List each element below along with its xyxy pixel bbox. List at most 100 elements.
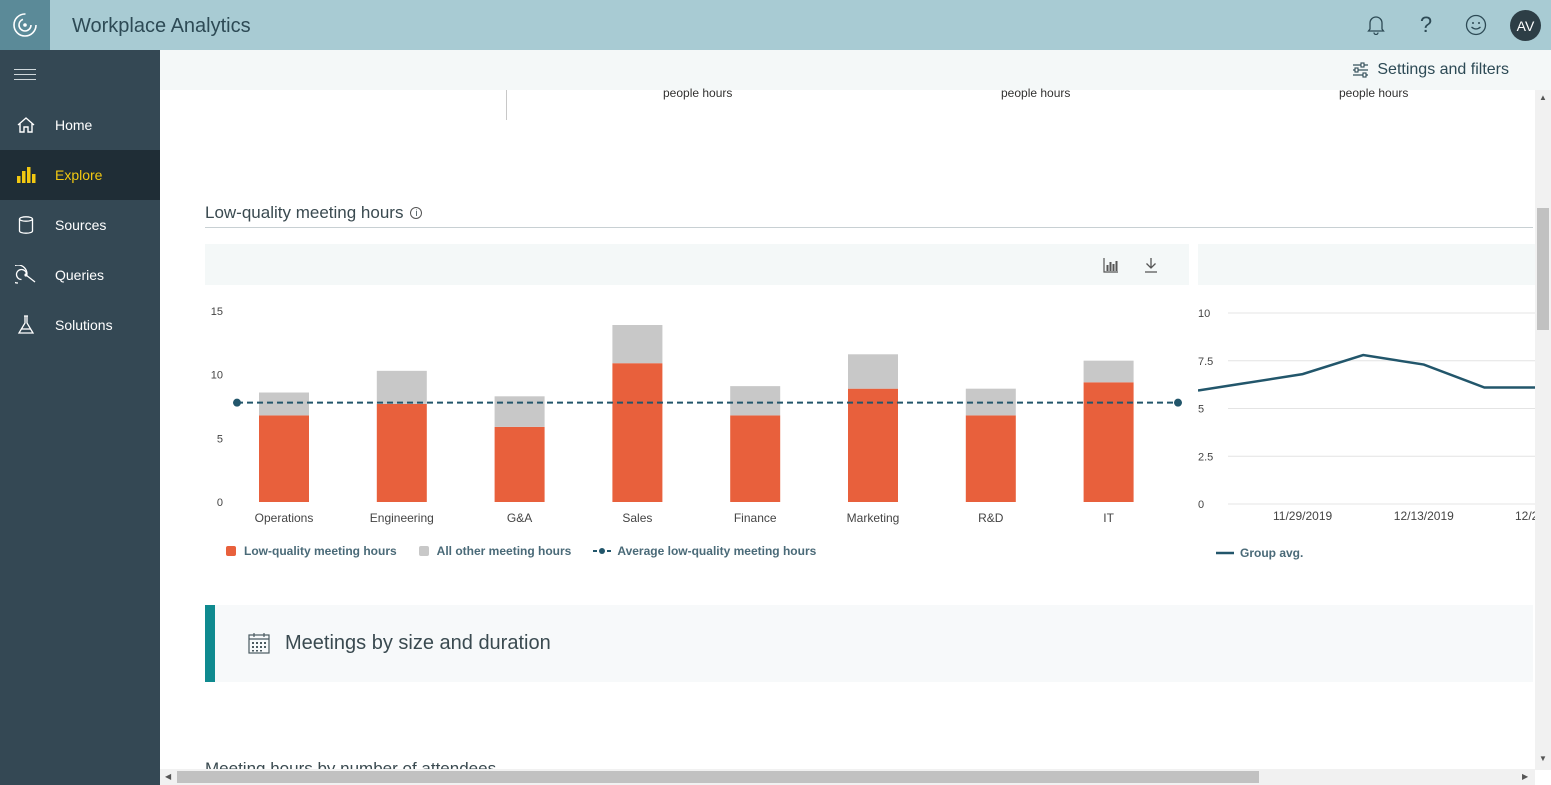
- legend-label-low-quality[interactable]: Low-quality meeting hours: [244, 544, 397, 558]
- bar-chart-card-header: [205, 244, 1189, 285]
- sidebar-item-label: Home: [55, 117, 93, 133]
- calendar-icon: [248, 633, 270, 654]
- horizontal-scroll-thumb[interactable]: [177, 771, 1259, 783]
- top-bar: Workplace Analytics ? AV: [0, 0, 1551, 50]
- y-tick-label: 7.5: [1198, 356, 1213, 368]
- settings-bar: Settings and filters: [160, 50, 1551, 90]
- x-tick-label: Sales: [622, 511, 652, 525]
- user-avatar[interactable]: AV: [1510, 10, 1541, 41]
- sidebar-item-solutions[interactable]: Solutions: [0, 300, 160, 350]
- app-logo[interactable]: [0, 0, 50, 50]
- bar-low-quality[interactable]: [730, 415, 781, 502]
- legend-swatch-other: [418, 546, 429, 556]
- low-quality-meeting-bar-chart: 0 5 10 15 Operations Engineering G&A Sales Fina…: [211, 306, 1182, 525]
- bar-other-meetings[interactable]: [1083, 360, 1134, 383]
- bar-chart-icon: [0, 166, 55, 184]
- bar-other-meetings[interactable]: [376, 370, 427, 404]
- y-tick-label: 0: [1198, 499, 1204, 511]
- settings-and-filters-button[interactable]: Settings and filters: [1352, 61, 1509, 79]
- database-icon: [0, 216, 55, 234]
- x-tick-label: 11/29/2019: [1273, 509, 1332, 523]
- legend-label-average[interactable]: Average low-quality meeting hours: [617, 544, 817, 558]
- y-tick-label: 15: [211, 306, 223, 318]
- home-icon: [0, 116, 55, 134]
- banner-accent-bar: [205, 605, 215, 682]
- help-question-icon[interactable]: ?: [1419, 12, 1433, 37]
- x-tick-label: R&D: [978, 511, 1004, 525]
- sidebar-item-label: Explore: [55, 167, 103, 183]
- bar-other-meetings[interactable]: [259, 392, 309, 416]
- y-tick-label: 0: [217, 497, 223, 509]
- average-point[interactable]: [1174, 398, 1182, 407]
- sidebar-item-explore[interactable]: Explore: [0, 150, 160, 200]
- chart-type-icon[interactable]: [1103, 257, 1119, 273]
- feedback-smiley-icon[interactable]: [1464, 13, 1488, 37]
- sidebar-item-sources[interactable]: Sources: [0, 200, 160, 250]
- summary-unit: people hours: [663, 86, 733, 100]
- legend-label-group-avg[interactable]: Group avg.: [1240, 546, 1304, 560]
- vertical-scrollbar[interactable]: ▲ ▼: [1535, 90, 1551, 770]
- sidebar-item-home[interactable]: Home: [0, 100, 160, 150]
- y-tick-label: 10: [211, 370, 223, 382]
- group-trend-line-chart: 0 2.5 5 7.5 10 11/29/2019 12/13/2019 12/27/201…: [1198, 308, 1535, 523]
- bar-other-meetings[interactable]: [494, 396, 545, 427]
- x-tick-label: Engineering: [370, 511, 434, 525]
- bar-low-quality[interactable]: [1083, 382, 1134, 502]
- legend-swatch-low-quality: [226, 546, 236, 556]
- x-tick-label: 12/27/2019: [1515, 509, 1535, 523]
- bar-low-quality[interactable]: [965, 415, 1016, 502]
- summary-divider: [506, 90, 507, 120]
- trend-chart-card-header: [1198, 244, 1535, 285]
- y-tick-label: 5: [1198, 404, 1204, 416]
- bar-other-meetings[interactable]: [612, 325, 663, 364]
- bar-low-quality[interactable]: [494, 426, 545, 502]
- settings-label: Settings and filters: [1377, 61, 1509, 78]
- scroll-up-arrow-icon[interactable]: ▲: [1539, 93, 1547, 102]
- section-title: Low-quality meeting hours i: [205, 203, 423, 223]
- workplace-analytics-logo-icon: [13, 13, 37, 37]
- app-title: Workplace Analytics: [72, 15, 251, 37]
- summary-unit: people hours: [1339, 86, 1409, 100]
- sidebar: Home Explore Sources Queries Solutions: [0, 50, 160, 785]
- sidebar-item-label: Sources: [55, 217, 107, 233]
- sliders-icon: [1353, 62, 1369, 78]
- legend-swatch-group-avg: [1216, 551, 1234, 555]
- download-icon[interactable]: [1143, 257, 1159, 273]
- x-tick-label: 12/13/2019: [1394, 509, 1454, 523]
- bar-other-meetings[interactable]: [848, 354, 898, 389]
- vertical-scroll-thumb[interactable]: [1537, 208, 1549, 330]
- sidebar-item-queries[interactable]: Queries: [0, 250, 160, 300]
- summary-unit: people hours: [1001, 86, 1071, 100]
- legend-label-other[interactable]: All other meeting hours: [436, 544, 572, 558]
- scroll-right-arrow-icon[interactable]: ▶: [1522, 772, 1529, 781]
- bar-low-quality[interactable]: [376, 403, 427, 502]
- sidebar-item-label: Queries: [55, 267, 105, 283]
- bar-low-quality[interactable]: [259, 415, 309, 502]
- meetings-by-size-banner[interactable]: Meetings by size and duration: [205, 605, 1533, 682]
- x-tick-label: G&A: [507, 511, 532, 525]
- hamburger-menu-icon[interactable]: [14, 69, 36, 84]
- horizontal-scrollbar[interactable]: ◀ ▶: [160, 769, 1535, 785]
- radar-icon: [0, 265, 55, 285]
- x-tick-label: Marketing: [847, 511, 900, 525]
- next-section-title: Meeting hours by number of attendees: [205, 759, 497, 770]
- banner-title: Meetings by size and duration: [285, 632, 551, 654]
- notifications-bell-icon[interactable]: [1364, 13, 1388, 37]
- scroll-down-arrow-icon[interactable]: ▼: [1539, 754, 1547, 763]
- bar-low-quality[interactable]: [848, 388, 898, 502]
- flask-icon: [0, 315, 55, 335]
- legend-swatch-average: [593, 548, 612, 554]
- bar-chart-legend: Low-quality meeting hours All other meet…: [226, 544, 816, 558]
- y-tick-label: 2.5: [1198, 451, 1213, 463]
- y-tick-label: 5: [217, 433, 223, 445]
- x-tick-label: Operations: [255, 511, 314, 525]
- trend-chart-legend: Group avg.: [1216, 546, 1303, 560]
- sidebar-item-label: Solutions: [55, 317, 113, 333]
- bar-other-meetings[interactable]: [730, 386, 781, 416]
- average-point[interactable]: [233, 398, 241, 407]
- x-tick-label: IT: [1103, 511, 1114, 525]
- group-avg-line: [1198, 353, 1535, 392]
- bar-low-quality[interactable]: [612, 363, 663, 502]
- info-icon[interactable]: i: [410, 207, 423, 219]
- scroll-left-arrow-icon[interactable]: ◀: [165, 772, 172, 781]
